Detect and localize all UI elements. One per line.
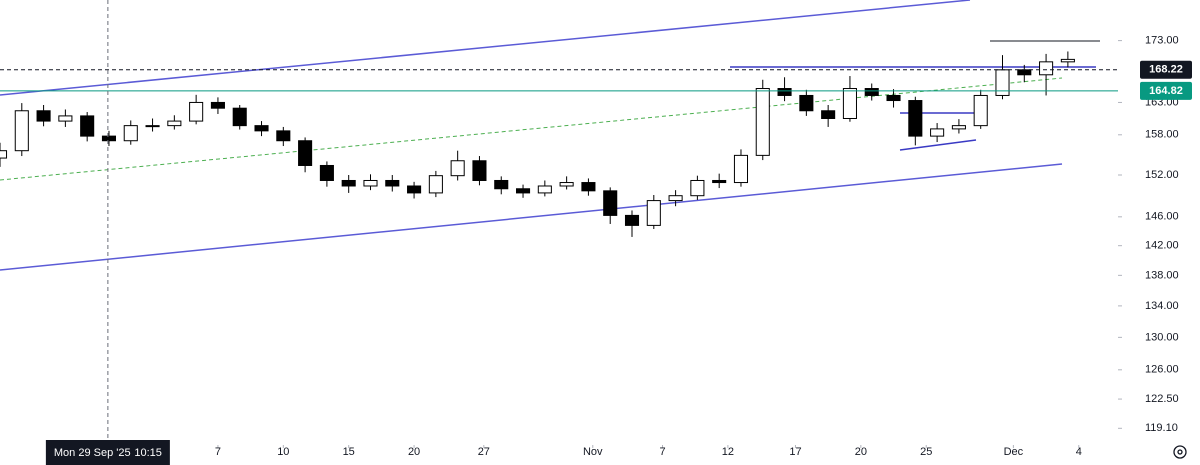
candle-body (428, 175, 443, 194)
candle-body (712, 179, 727, 184)
crosshair-label-box (45, 440, 170, 465)
x-tick-label: 7 (215, 446, 221, 458)
candle-body (210, 101, 225, 109)
trend-line (0, 0, 971, 96)
x-tick-label: 27 (478, 446, 490, 458)
candle-body (864, 88, 879, 96)
candle-body (646, 200, 661, 226)
candle-body (101, 135, 117, 142)
crosshair-date: Mon 29 Sep '25 (54, 447, 131, 459)
candle-body (690, 179, 705, 197)
candle-body (36, 110, 51, 122)
candle-body (951, 125, 966, 130)
candle-body (123, 125, 138, 142)
candle-body (232, 107, 247, 127)
x-tick-label: Dec (1004, 446, 1024, 458)
price-label-box (1140, 60, 1192, 79)
candle-body (668, 195, 683, 202)
x-tick-label: 10 (277, 446, 289, 458)
x-tick-label: 15 (343, 446, 355, 458)
x-tick-label: 25 (920, 446, 932, 458)
candle-body (755, 88, 770, 156)
candle-body (363, 179, 378, 187)
candle-body (777, 88, 792, 96)
y-tick-label: 126.00 (1145, 364, 1179, 376)
price-label: 168.22 (1149, 64, 1183, 76)
trend-line (0, 163, 1063, 271)
price-label-box (1140, 81, 1192, 100)
candle-body (341, 179, 356, 187)
plot-area (0, 0, 1118, 445)
candle-body (189, 101, 204, 122)
y-tick-label: 173.00 (1145, 35, 1179, 47)
x-tick-label: 7 (659, 446, 665, 458)
candle-body (80, 115, 95, 137)
y-tick-label: 134.00 (1145, 300, 1179, 312)
candle-body (58, 115, 73, 122)
candle-body (276, 130, 291, 142)
y-tick-label: 122.50 (1145, 393, 1179, 405)
candle-body (799, 94, 814, 112)
candle-body (516, 188, 531, 194)
y-tick-label: 130.00 (1145, 331, 1179, 343)
candle-body (407, 185, 422, 194)
x-tick-label: 20 (408, 446, 420, 458)
candle-body (450, 160, 465, 177)
trend-line (0, 77, 1063, 181)
candle-body (0, 150, 8, 159)
candle-body (930, 128, 945, 137)
y-tick-label: 158.00 (1145, 129, 1179, 141)
x-tick-label: 20 (855, 446, 867, 458)
candle-body (494, 179, 509, 190)
candle-body (908, 100, 923, 137)
candle-body (821, 110, 836, 119)
candle-body (319, 164, 334, 181)
candle-body (581, 182, 596, 192)
candle-body (14, 110, 29, 152)
candle-body (145, 125, 160, 128)
range-line (899, 139, 977, 151)
axes: 173.00163.00158.00152.00146.00142.00138.… (45, 35, 1192, 465)
x-tick-label: 12 (722, 446, 734, 458)
settings-hub[interactable] (1177, 449, 1183, 455)
x-tick-label: 17 (789, 446, 801, 458)
y-tick-label: 146.00 (1145, 211, 1179, 223)
candle-body (254, 125, 269, 132)
x-tick-label: 4 (1076, 446, 1082, 458)
candle-body (733, 154, 749, 184)
candle-body (537, 185, 552, 194)
y-tick-label: 119.10 (1145, 422, 1178, 434)
candle-body (1060, 58, 1075, 63)
candle-body (995, 69, 1010, 96)
settings-gear[interactable] (1173, 445, 1187, 459)
settings-icon[interactable] (1173, 445, 1187, 459)
candle-body (624, 214, 640, 226)
price-label: 164.82 (1149, 85, 1183, 97)
candle-body (167, 120, 182, 127)
candle-body (298, 140, 313, 166)
candle-body (842, 88, 857, 119)
candle-body (472, 160, 487, 181)
y-tick-label: 152.00 (1145, 169, 1179, 181)
candle-body (603, 190, 618, 216)
candle-body (886, 94, 901, 102)
y-tick-label: 138.00 (1145, 269, 1179, 281)
candle-body (973, 94, 988, 127)
x-tick-label: Nov (583, 446, 603, 458)
candle-body (1039, 61, 1054, 76)
candle-body (385, 179, 400, 187)
drawings (0, 0, 1100, 271)
y-tick-label: 142.00 (1145, 240, 1179, 252)
candle-body (559, 182, 574, 187)
candle-body (1017, 69, 1032, 76)
crosshair-time: 10:15 (134, 447, 162, 459)
